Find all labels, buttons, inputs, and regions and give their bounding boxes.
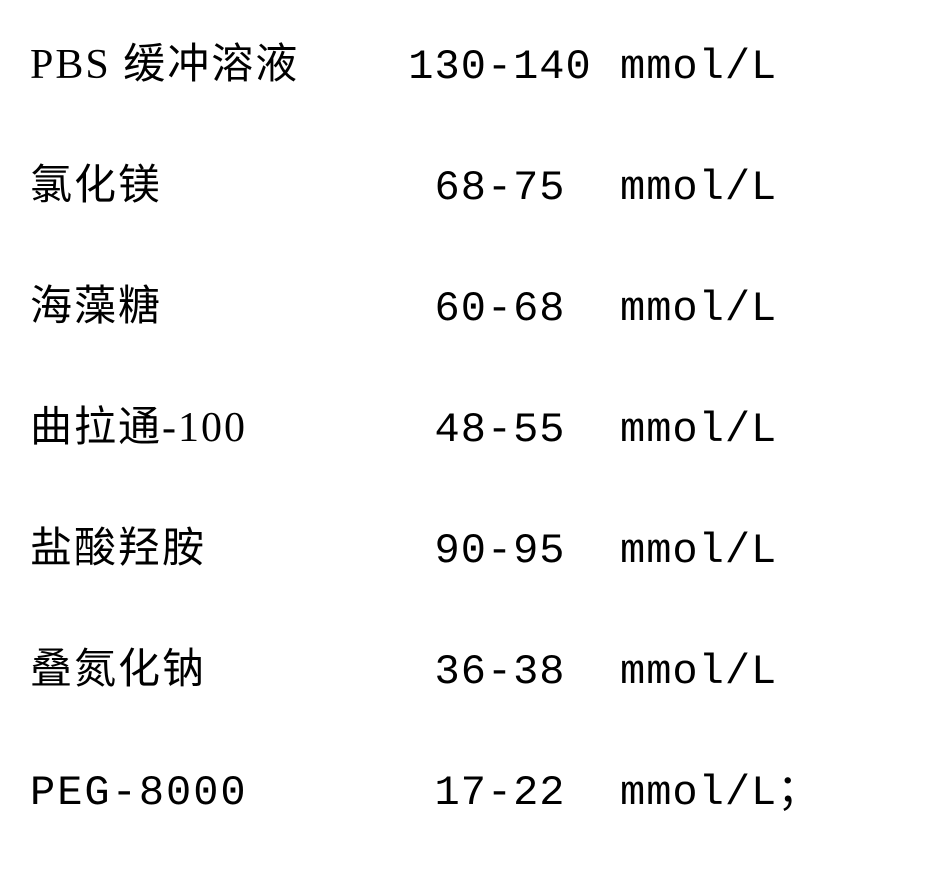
table-row: 曲拉通-100 48-55 mmol/L <box>30 393 906 454</box>
component-name: 盐酸羟胺 <box>30 514 400 575</box>
component-name: 叠氮化钠 <box>30 635 400 696</box>
component-name: PBS 缓冲溶液 <box>30 30 400 91</box>
composition-table: PBS 缓冲溶液 130-140 mmol/L 氯化镁 68-75 mmol/L… <box>30 20 906 877</box>
component-value: 17-22 <box>400 769 600 817</box>
component-value: 130-140 <box>400 43 600 91</box>
component-name: 海藻糖 <box>30 272 400 333</box>
component-unit: mmol/L <box>600 406 800 454</box>
table-row: 海藻糖 60-68 mmol/L <box>30 272 906 333</box>
table-row: 盐酸羟胺 90-95 mmol/L <box>30 514 906 575</box>
component-value: 90-95 <box>400 527 600 575</box>
component-value: 36-38 <box>400 648 600 696</box>
table-row: PBS 缓冲溶液 130-140 mmol/L <box>30 30 906 91</box>
component-value: 68-75 <box>400 164 600 212</box>
component-value: 48-55 <box>400 406 600 454</box>
component-unit: mmol/L <box>600 164 800 212</box>
table-row: 氯化镁 68-75 mmol/L <box>30 151 906 212</box>
component-unit: mmol/L <box>600 285 800 333</box>
component-unit: mmol/L <box>600 648 800 696</box>
component-unit: mmol/L <box>600 527 800 575</box>
table-row: 叠氮化钠 36-38 mmol/L <box>30 635 906 696</box>
component-unit: mmol/L <box>600 43 800 91</box>
component-name: 曲拉通-100 <box>30 393 400 454</box>
component-value: 60-68 <box>400 285 600 333</box>
table-row: PEG-8000 17-22 mmol/L； <box>30 756 906 817</box>
component-name: PEG-8000 <box>30 769 400 817</box>
component-name: 氯化镁 <box>30 151 400 212</box>
component-unit: mmol/L； <box>600 756 800 817</box>
